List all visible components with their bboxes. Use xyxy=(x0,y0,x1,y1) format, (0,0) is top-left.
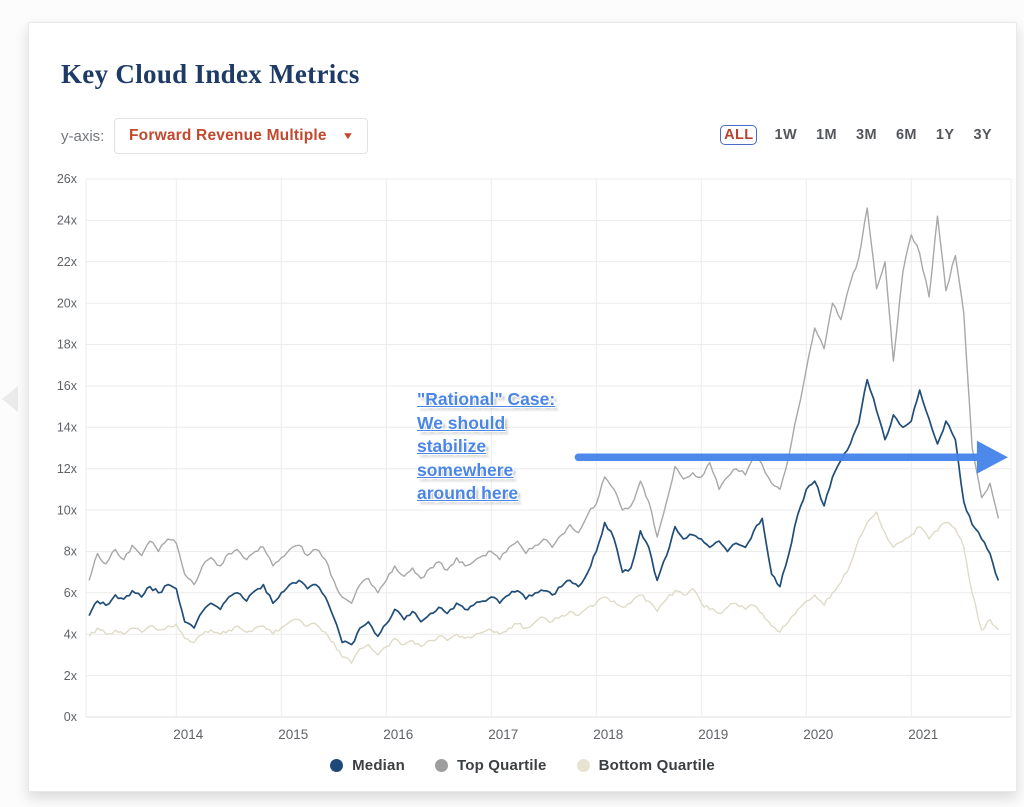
x-tick-label: 2016 xyxy=(383,727,413,742)
range-button-6m[interactable]: 6M xyxy=(895,127,917,143)
annotation-line: stabilize xyxy=(417,436,487,456)
annotation-arrow xyxy=(574,440,1008,474)
y-tick-label: 10x xyxy=(57,503,78,517)
y-tick-label: 26x xyxy=(57,172,78,186)
y-tick-label: 4x xyxy=(64,627,78,641)
y-tick-label: 2x xyxy=(64,669,78,683)
x-tick-label: 2019 xyxy=(698,727,728,742)
gridlines: 0x 2x 4x 6x 8x 10x 12x 14x 16x 18x 20x 22x 24x 26x 201… xyxy=(57,172,1012,742)
range-button-3m[interactable]: 3M xyxy=(856,127,877,143)
x-tick-label: 2014 xyxy=(173,727,204,742)
y-axis-dropdown[interactable]: Forward Revenue Multiple ▼ xyxy=(114,118,368,154)
time-range-group: ALL 1W 1M 3M 6M 1Y 3Y xyxy=(720,125,994,145)
legend-label: Median xyxy=(352,757,405,774)
annotation-line: We should xyxy=(417,412,506,433)
legend-label: Top Quartile xyxy=(456,757,547,774)
annotation-line: around here xyxy=(417,483,519,503)
y-tick-label: 0x xyxy=(64,710,78,724)
annotation-line: somewhere xyxy=(417,459,514,480)
line-chart: 0x 2x 4x 6x 8x 10x 12x 14x 16x 18x 20x 22x 24x 26x 201… xyxy=(57,172,1012,742)
legend-item-bottom-quartile[interactable]: Bottom Quartile xyxy=(576,757,715,774)
series-top-quartile-line xyxy=(88,207,1000,604)
x-tick-label: 2017 xyxy=(488,727,518,742)
legend-dot-top-quartile xyxy=(434,759,448,772)
legend-item-top-quartile[interactable]: Top Quartile xyxy=(434,757,547,774)
legend-label: Bottom Quartile xyxy=(598,757,715,774)
range-button-3y[interactable]: 3Y xyxy=(973,127,992,143)
y-tick-label: 12x xyxy=(57,462,78,476)
y-tick-label: 22x xyxy=(57,255,78,269)
legend-item-median[interactable]: Median xyxy=(330,757,405,774)
y-tick-label: 16x xyxy=(57,379,78,393)
range-button-1m[interactable]: 1M xyxy=(816,127,837,143)
series-median-line xyxy=(88,378,1000,646)
range-button-1y[interactable]: 1Y xyxy=(935,127,955,143)
page-artifact-triangle xyxy=(2,386,18,412)
x-tick-label: 2020 xyxy=(803,727,833,742)
x-tick-label: 2015 xyxy=(278,727,308,742)
y-axis-dropdown-value: Forward Revenue Multiple xyxy=(129,127,327,144)
legend-dot-median xyxy=(330,759,344,772)
chevron-down-icon: ▼ xyxy=(341,130,355,142)
page-title: Key Cloud Index Metrics xyxy=(61,59,360,89)
series-bottom-quartile-line xyxy=(88,511,999,664)
x-tick-label: 2018 xyxy=(593,727,623,742)
chart-legend: Median Top Quartile Bottom Quartile xyxy=(29,757,1016,774)
y-tick-label: 14x xyxy=(57,421,78,435)
chart-card: Key Cloud Index Metrics y-axis: Forward … xyxy=(28,22,1017,792)
x-tick-label: 2021 xyxy=(908,727,938,742)
annotation-line: "Rational" Case: xyxy=(417,389,556,409)
range-button-1w[interactable]: 1W xyxy=(774,127,798,143)
range-button-all[interactable]: ALL xyxy=(720,125,758,145)
y-axis-label: y-axis: xyxy=(61,128,105,145)
y-tick-label: 8x xyxy=(64,545,78,559)
y-tick-label: 20x xyxy=(57,296,78,310)
annotation-text: "Rational" Case: We should stabilize somewh… xyxy=(417,388,567,506)
chart-region: 0x 2x 4x 6x 8x 10x 12x 14x 16x 18x 20x 22x 24x 26x 201… xyxy=(29,163,1016,763)
y-tick-label: 18x xyxy=(57,338,78,352)
y-tick-label: 6x xyxy=(64,586,78,600)
y-tick-label: 24x xyxy=(57,214,78,228)
legend-dot-bottom-quartile xyxy=(576,759,590,772)
